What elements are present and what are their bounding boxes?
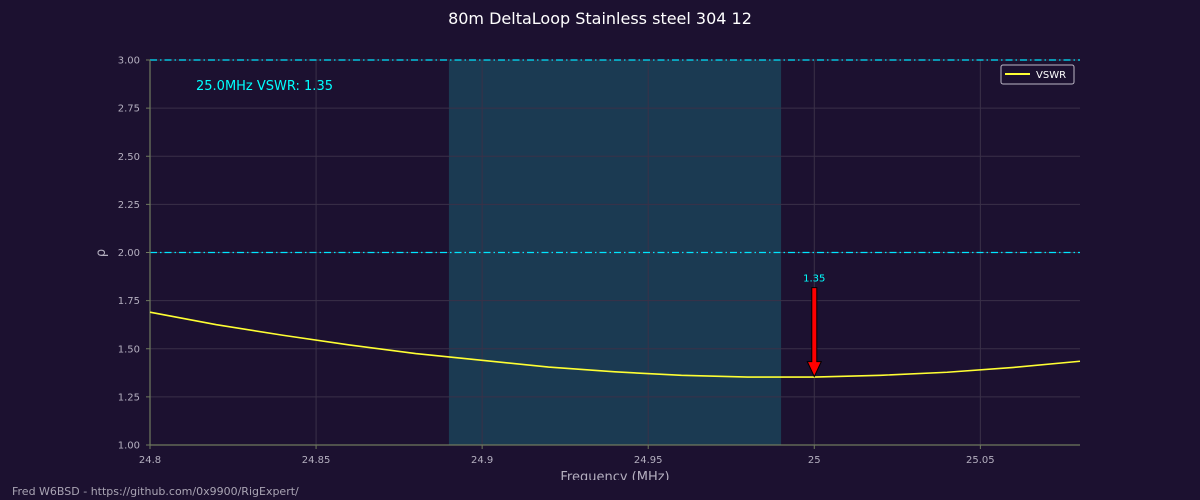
x-axis-label: Frequency (MHz) bbox=[560, 470, 669, 480]
y-tick-label: 2.25 bbox=[118, 200, 140, 211]
legend: VSWR bbox=[1000, 64, 1075, 85]
x-tick-label: 25 bbox=[808, 455, 821, 466]
frequency-vswr-annotation: 25.0MHz VSWR: 1.35 bbox=[196, 79, 333, 94]
legend-label-vswr: VSWR bbox=[1036, 70, 1066, 81]
x-tick-label: 24.85 bbox=[302, 455, 331, 466]
y-axis-label: ρ bbox=[94, 249, 109, 257]
y-tick-label: 2.50 bbox=[118, 152, 140, 163]
legend-box bbox=[1000, 64, 1075, 85]
y-tick-label: 2.00 bbox=[118, 248, 140, 259]
marker-label: 1.35 bbox=[803, 274, 825, 285]
chart-title: 80m DeltaLoop Stainless steel 304 12 bbox=[448, 9, 752, 28]
y-tick-label: 1.00 bbox=[118, 441, 140, 452]
y-tick-label: 1.25 bbox=[118, 392, 140, 403]
marker-arrow bbox=[806, 287, 823, 378]
footer-credit: Fred W6BSD - https://github.com/0x9900/R… bbox=[12, 485, 299, 498]
x-tick-label: 24.8 bbox=[139, 455, 161, 466]
y-tick-label: 2.75 bbox=[118, 104, 140, 115]
y-tick-label: 3.00 bbox=[118, 56, 140, 67]
x-tick-label: 25.05 bbox=[966, 455, 995, 466]
x-tick-label: 24.9 bbox=[471, 455, 493, 466]
y-tick-label: 1.50 bbox=[118, 344, 140, 355]
x-tick-label: 24.95 bbox=[634, 455, 663, 466]
y-tick-label: 1.75 bbox=[118, 296, 140, 307]
series-line-vswr bbox=[149, 311, 1081, 378]
vswr-chart: 24.8 24.85 24.9 24.95 25 25.05 1.00 1.25 1.50 1.… bbox=[94, 9, 1081, 480]
